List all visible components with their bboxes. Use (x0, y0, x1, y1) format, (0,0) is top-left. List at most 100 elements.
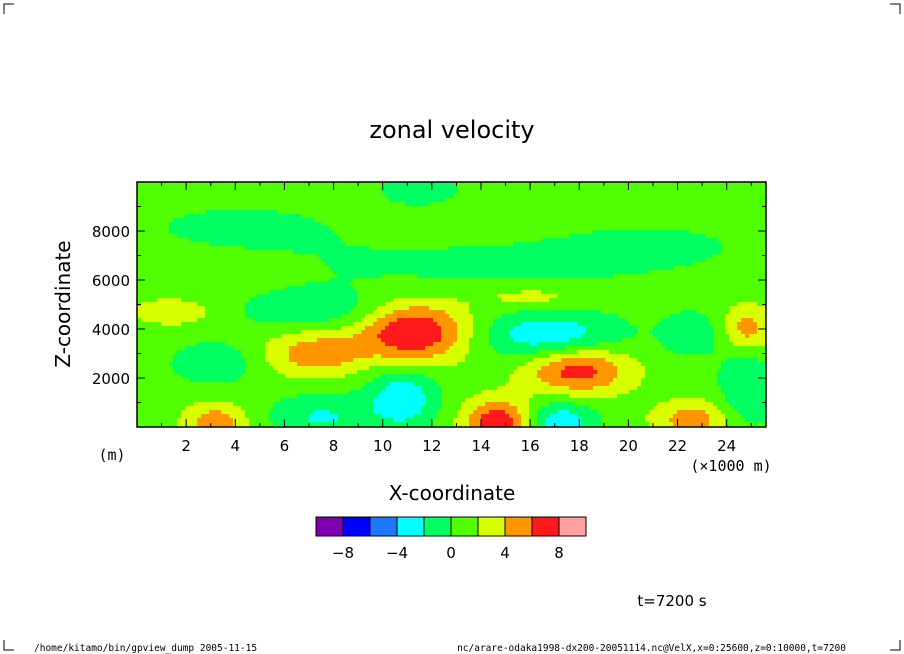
contour-cell (389, 210, 394, 215)
contour-cell (177, 254, 182, 259)
contour-cell (145, 294, 150, 299)
contour-cell (297, 222, 302, 227)
contour-cell (425, 278, 430, 283)
contour-cell (469, 270, 474, 275)
contour-cell (529, 238, 534, 243)
contour-cell (365, 282, 370, 287)
contour-cell (477, 286, 482, 291)
contour-cell (733, 278, 738, 283)
contour-cell (321, 182, 326, 187)
contour-cell (509, 306, 514, 311)
contour-cell (629, 218, 634, 223)
contour-cell (389, 242, 394, 247)
contour-cell (189, 222, 194, 227)
contour-cell (413, 250, 418, 255)
contour-cell (617, 254, 622, 259)
contour-cell (737, 234, 742, 239)
contour-cell (425, 190, 430, 195)
contour-cell (713, 250, 718, 255)
contour-cell (729, 182, 734, 187)
contour-cell (569, 286, 574, 291)
contour-cell (401, 258, 406, 263)
contour-cell (737, 226, 742, 231)
contour-cell (277, 286, 282, 291)
contour-cell (245, 210, 250, 215)
contour-cell (413, 198, 418, 203)
contour-cell (645, 294, 650, 299)
contour-cell (545, 194, 550, 199)
contour-cell (717, 302, 722, 307)
contour-cell (409, 262, 414, 267)
contour-cell (681, 202, 686, 207)
contour-cell (165, 294, 170, 299)
contour-cell (569, 242, 574, 247)
contour-cell (237, 234, 242, 239)
contour-cell (541, 274, 546, 279)
contour-cell (557, 218, 562, 223)
contour-cell (717, 206, 722, 211)
contour-cell (561, 222, 566, 227)
contour-cell (425, 286, 430, 291)
contour-cell (585, 206, 590, 211)
contour-cell (377, 290, 382, 295)
contour-cell (333, 286, 338, 291)
contour-cell (397, 222, 402, 227)
contour-cell (305, 190, 310, 195)
contour-cell (293, 242, 298, 247)
contour-cell (273, 218, 278, 223)
contour-cell (573, 270, 578, 275)
contour-cell (149, 254, 154, 259)
contour-cell (257, 266, 262, 271)
contour-cell (261, 190, 266, 195)
contour-cell (721, 230, 726, 235)
contour-cell (221, 238, 226, 243)
contour-cell (421, 286, 426, 291)
contour-cell (397, 246, 402, 251)
contour-cell (361, 290, 366, 295)
contour-cell (529, 222, 534, 227)
contour-cell (541, 278, 546, 283)
contour-cell (325, 290, 330, 295)
contour-cell (705, 210, 710, 215)
contour-cell (333, 190, 338, 195)
contour-cell (301, 214, 306, 219)
contour-cell (445, 214, 450, 219)
contour-cell (197, 206, 202, 211)
contour-cell (217, 206, 222, 211)
contour-cell (157, 274, 162, 279)
contour-cell (381, 194, 386, 199)
contour-cell (565, 234, 570, 239)
contour-cell (513, 306, 518, 311)
contour-cell (453, 186, 458, 191)
contour-cell (673, 270, 678, 275)
contour-cell (509, 226, 514, 231)
contour-cell (585, 270, 590, 275)
contour-cell (741, 242, 746, 247)
contour-cell (517, 234, 522, 239)
contour-cell (229, 218, 234, 223)
contour-cell (409, 226, 414, 231)
contour-cell (657, 274, 662, 279)
contour-cell (693, 262, 698, 267)
contour-cell (469, 274, 474, 279)
contour-cell (685, 294, 690, 299)
contour-cell (601, 266, 606, 271)
contour-cell (261, 254, 266, 259)
contour-cell (697, 206, 702, 211)
contour-cell (209, 218, 214, 223)
contour-cell (709, 238, 714, 243)
contour-cell (665, 182, 670, 187)
contour-cell (669, 194, 674, 199)
contour-cell (409, 190, 414, 195)
contour-cell (305, 206, 310, 211)
contour-cell (401, 222, 406, 227)
contour-cell (761, 246, 766, 251)
contour-cell (589, 230, 594, 235)
contour-cell (409, 242, 414, 247)
contour-cell (189, 214, 194, 219)
contour-cell (601, 278, 606, 283)
contour-cell (169, 238, 174, 243)
contour-cell (177, 282, 182, 287)
contour-cell (249, 230, 254, 235)
contour-cell (681, 278, 686, 283)
